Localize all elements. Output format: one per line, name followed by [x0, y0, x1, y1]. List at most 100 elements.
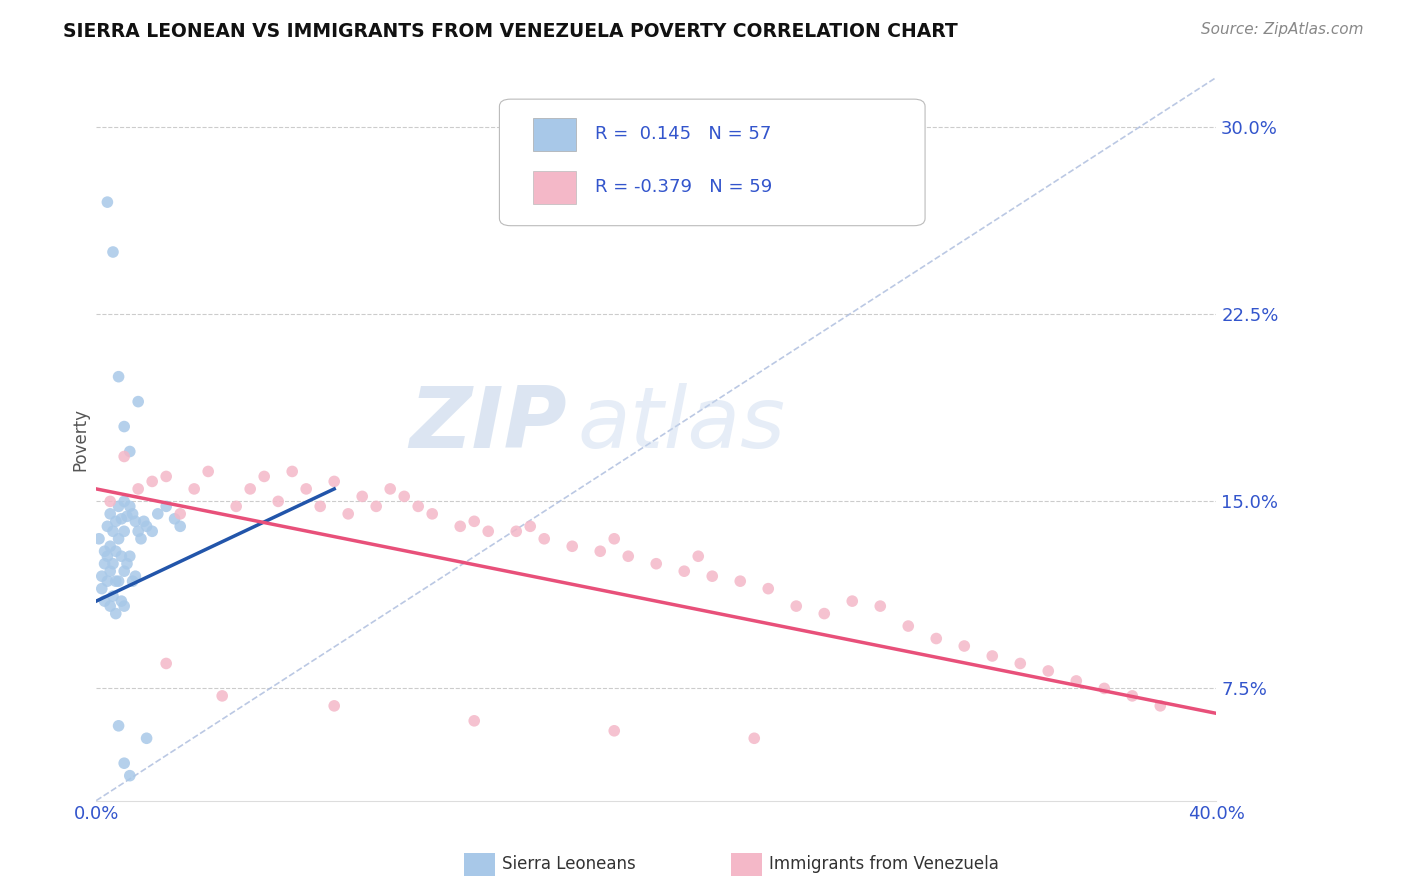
- Point: [897, 619, 920, 633]
- Point: [505, 524, 527, 539]
- Point: [155, 469, 177, 483]
- Point: [169, 519, 191, 533]
- Point: [281, 465, 304, 479]
- Point: [267, 494, 290, 508]
- Point: [309, 500, 332, 514]
- Point: [323, 698, 346, 713]
- Point: [617, 549, 640, 564]
- Point: [953, 639, 976, 653]
- Point: [1038, 664, 1060, 678]
- Point: [93, 557, 115, 571]
- Point: [107, 532, 129, 546]
- Point: [925, 632, 948, 646]
- Point: [1121, 689, 1143, 703]
- Point: [420, 507, 443, 521]
- Point: [121, 574, 143, 589]
- Point: [589, 544, 612, 558]
- Point: [1092, 681, 1115, 696]
- Point: [110, 512, 132, 526]
- Point: [104, 607, 127, 621]
- Point: [603, 723, 626, 738]
- Text: Immigrants from Venezuela: Immigrants from Venezuela: [769, 855, 998, 873]
- Point: [118, 769, 141, 783]
- Point: [197, 465, 219, 479]
- Point: [323, 475, 346, 489]
- Point: [135, 731, 157, 746]
- Point: [785, 599, 807, 613]
- Point: [110, 549, 132, 564]
- Point: [392, 489, 415, 503]
- Point: [112, 756, 135, 771]
- Point: [742, 731, 765, 746]
- Point: [98, 494, 121, 508]
- Point: [118, 444, 141, 458]
- Point: [90, 569, 112, 583]
- Point: [127, 394, 149, 409]
- Point: [112, 524, 135, 539]
- Point: [112, 564, 135, 578]
- Point: [107, 719, 129, 733]
- Point: [90, 582, 112, 596]
- Point: [132, 514, 155, 528]
- Point: [104, 574, 127, 589]
- Point: [352, 489, 374, 503]
- Point: [112, 494, 135, 508]
- Point: [101, 524, 124, 539]
- Point: [146, 507, 169, 521]
- Text: R =  0.145   N = 57: R = 0.145 N = 57: [595, 125, 770, 143]
- Point: [702, 569, 724, 583]
- Point: [295, 482, 318, 496]
- Point: [463, 714, 485, 728]
- Point: [93, 594, 115, 608]
- Point: [98, 507, 121, 521]
- Point: [121, 507, 143, 521]
- Point: [1010, 657, 1032, 671]
- Text: SIERRA LEONEAN VS IMMIGRANTS FROM VENEZUELA POVERTY CORRELATION CHART: SIERRA LEONEAN VS IMMIGRANTS FROM VENEZU…: [63, 22, 957, 41]
- Point: [463, 514, 485, 528]
- Point: [124, 569, 146, 583]
- Point: [107, 500, 129, 514]
- Point: [104, 514, 127, 528]
- Point: [155, 500, 177, 514]
- Point: [603, 532, 626, 546]
- Point: [93, 544, 115, 558]
- Point: [96, 195, 118, 210]
- Point: [115, 509, 138, 524]
- Point: [104, 544, 127, 558]
- Point: [645, 557, 668, 571]
- Point: [115, 557, 138, 571]
- Point: [101, 589, 124, 603]
- Point: [163, 512, 186, 526]
- Point: [129, 532, 152, 546]
- Point: [183, 482, 205, 496]
- Point: [124, 514, 146, 528]
- Point: [366, 500, 388, 514]
- Point: [141, 524, 163, 539]
- Point: [107, 369, 129, 384]
- FancyBboxPatch shape: [533, 119, 575, 152]
- Point: [406, 500, 429, 514]
- Point: [110, 594, 132, 608]
- Point: [87, 532, 110, 546]
- Point: [756, 582, 779, 596]
- Point: [155, 657, 177, 671]
- Point: [1064, 673, 1087, 688]
- Point: [519, 519, 541, 533]
- Point: [96, 549, 118, 564]
- Point: [813, 607, 835, 621]
- Point: [981, 648, 1004, 663]
- Point: [98, 564, 121, 578]
- Point: [112, 599, 135, 613]
- Point: [118, 549, 141, 564]
- Text: ZIP: ZIP: [409, 383, 567, 466]
- Point: [533, 532, 555, 546]
- Point: [118, 500, 141, 514]
- Point: [141, 475, 163, 489]
- Point: [477, 524, 499, 539]
- Point: [135, 519, 157, 533]
- Point: [380, 482, 402, 496]
- Point: [107, 574, 129, 589]
- Point: [1149, 698, 1171, 713]
- Point: [127, 482, 149, 496]
- Point: [253, 469, 276, 483]
